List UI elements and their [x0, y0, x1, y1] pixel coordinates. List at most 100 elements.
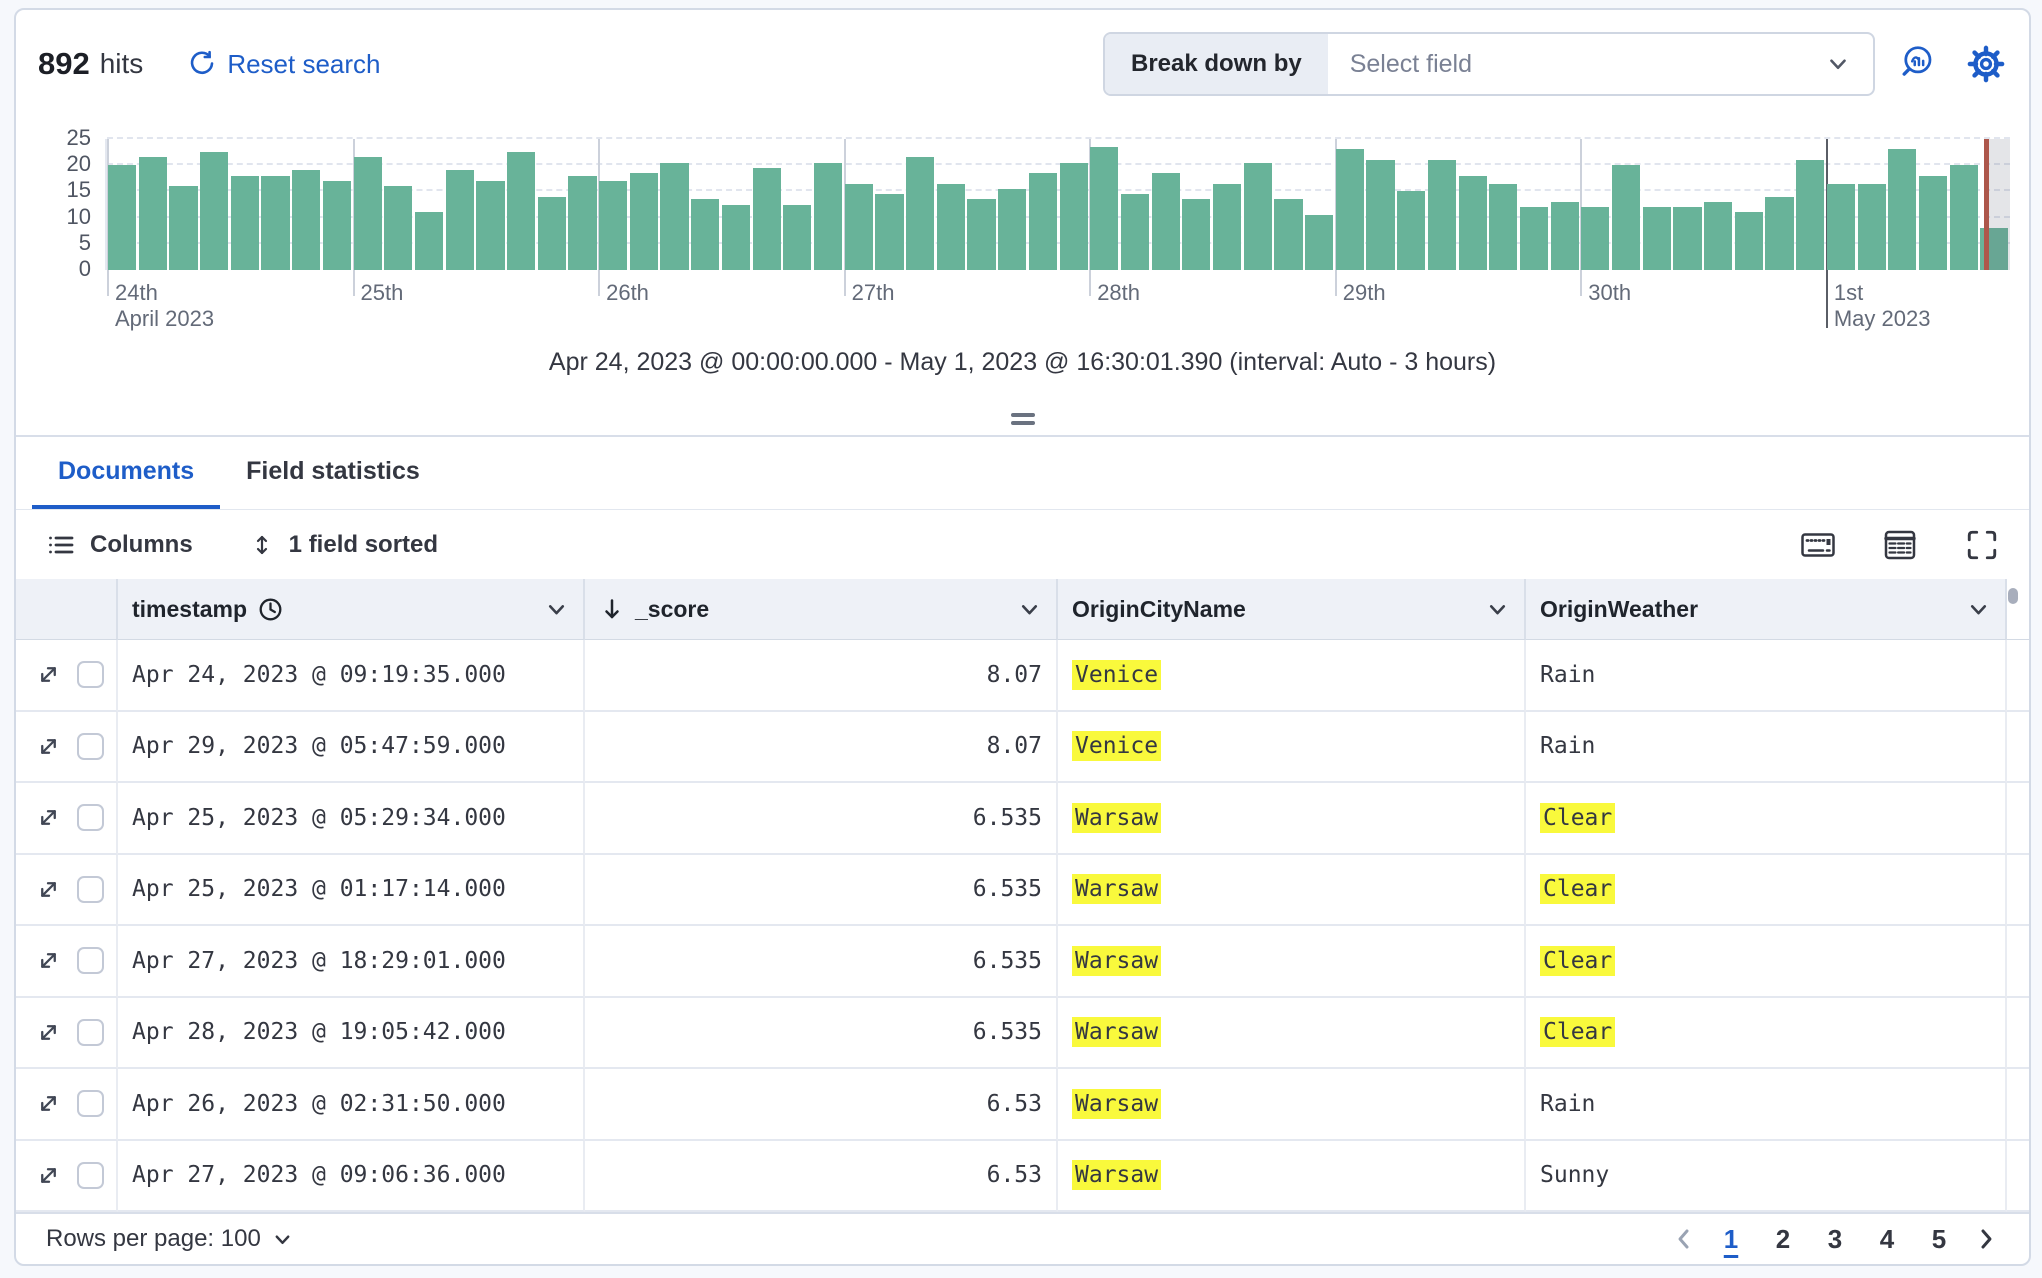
histogram-bar[interactable]: [1673, 207, 1702, 270]
histogram-bar[interactable]: [1427, 159, 1456, 270]
settings-button[interactable]: [1965, 43, 2007, 85]
histogram-bar[interactable]: [1182, 199, 1211, 270]
histogram-bar[interactable]: [138, 157, 167, 270]
histogram-bar[interactable]: [629, 173, 658, 270]
histogram-bar[interactable]: [353, 157, 382, 270]
keyboard-shortcuts-button[interactable]: [1797, 524, 1839, 566]
expand-row-icon[interactable]: [36, 877, 61, 902]
row-checkbox[interactable]: [77, 732, 104, 760]
expand-row-icon[interactable]: [36, 662, 61, 687]
histogram-bar[interactable]: [721, 204, 751, 270]
next-page-button[interactable]: [1971, 1224, 2001, 1254]
histogram-bar[interactable]: [1151, 173, 1180, 270]
histogram-bar[interactable]: [936, 183, 965, 270]
histogram-bar[interactable]: [1243, 162, 1272, 270]
histogram-bar[interactable]: [322, 180, 352, 270]
histogram-bar[interactable]: [1918, 175, 1948, 270]
row-checkbox[interactable]: [77, 661, 104, 689]
row-checkbox[interactable]: [77, 875, 104, 903]
page-number-4[interactable]: 4: [1879, 1223, 1895, 1254]
sorted-fields-button[interactable]: 1 field sorted: [249, 531, 438, 559]
histogram-bar[interactable]: [1028, 173, 1057, 270]
tab-field-statistics[interactable]: Field statistics: [246, 456, 420, 485]
histogram-bar[interactable]: [292, 170, 321, 270]
page-number-1[interactable]: 1: [1723, 1223, 1739, 1254]
histogram-bar[interactable]: [230, 175, 259, 270]
histogram-bar[interactable]: [1796, 159, 1825, 270]
histogram-bar[interactable]: [998, 188, 1027, 270]
histogram-bar[interactable]: [875, 194, 904, 270]
histogram-bar[interactable]: [476, 180, 505, 270]
histogram-bar[interactable]: [1550, 201, 1579, 270]
histogram-bar[interactable]: [414, 212, 444, 270]
previous-page-button[interactable]: [1669, 1224, 1699, 1254]
grid-header-score[interactable]: _score: [585, 579, 1058, 640]
row-checkbox[interactable]: [77, 1090, 104, 1118]
histogram-bar[interactable]: [1611, 165, 1641, 270]
chevron-down-icon[interactable]: [1966, 597, 1991, 622]
page-number-5[interactable]: 5: [1931, 1223, 1947, 1254]
grid-header-origin-weather[interactable]: OriginWeather: [1526, 579, 2007, 640]
histogram-bar[interactable]: [844, 183, 873, 270]
histogram-bar[interactable]: [752, 167, 781, 270]
chevron-down-icon[interactable]: [1017, 597, 1042, 622]
reset-search-link[interactable]: Reset search: [187, 49, 381, 80]
histogram-bar[interactable]: [813, 162, 843, 270]
histogram-bar[interactable]: [1489, 183, 1518, 270]
histogram-bar[interactable]: [691, 199, 720, 270]
expand-row-icon[interactable]: [36, 948, 61, 973]
histogram-bar[interactable]: [169, 186, 198, 270]
histogram-bar[interactable]: [1335, 149, 1364, 270]
histogram-bar[interactable]: [1857, 183, 1886, 270]
histogram-bar[interactable]: [1059, 162, 1088, 270]
histogram-bar[interactable]: [1212, 183, 1242, 270]
histogram-bar[interactable]: [200, 152, 229, 270]
rows-per-page-button[interactable]: Rows per page: 100: [46, 1225, 294, 1253]
grid-header-timestamp[interactable]: timestamp: [118, 579, 585, 640]
histogram-bar[interactable]: [1581, 207, 1610, 270]
expand-row-icon[interactable]: [36, 1163, 61, 1188]
histogram-bar[interactable]: [906, 157, 935, 270]
histogram-bar[interactable]: [1274, 199, 1303, 270]
histogram-bar[interactable]: [599, 180, 628, 270]
tab-documents[interactable]: Documents: [32, 437, 221, 509]
histogram-bar[interactable]: [1826, 183, 1856, 270]
histogram-bar[interactable]: [445, 170, 474, 270]
row-checkbox[interactable]: [77, 1018, 104, 1046]
histogram-bar[interactable]: [384, 186, 413, 270]
histogram-bar[interactable]: [1458, 175, 1487, 270]
histogram-bar[interactable]: [1765, 196, 1794, 270]
chevron-down-icon[interactable]: [1485, 597, 1510, 622]
chevron-down-icon[interactable]: [544, 597, 569, 622]
expand-row-icon[interactable]: [36, 1020, 61, 1045]
page-number-3[interactable]: 3: [1827, 1223, 1843, 1254]
histogram-bar[interactable]: [507, 152, 536, 270]
vertical-scrollbar-thumb[interactable]: [2008, 588, 2018, 604]
display-density-button[interactable]: [1879, 524, 1921, 566]
histogram-bar[interactable]: [1397, 191, 1426, 270]
histogram-bar[interactable]: [1888, 149, 1917, 270]
histogram-bar[interactable]: [967, 199, 996, 270]
histogram-bar[interactable]: [1704, 201, 1733, 270]
fullscreen-button[interactable]: [1961, 524, 2003, 566]
row-checkbox[interactable]: [77, 947, 104, 975]
break-down-by-select[interactable]: Select field: [1328, 34, 1873, 94]
page-number-2[interactable]: 2: [1775, 1223, 1791, 1254]
histogram-bar[interactable]: [1305, 214, 1334, 270]
expand-row-icon[interactable]: [36, 1091, 61, 1116]
histogram-bar[interactable]: [1090, 146, 1119, 270]
expand-row-icon[interactable]: [36, 734, 61, 759]
histogram-bar[interactable]: [1949, 165, 1978, 270]
columns-button[interactable]: Columns: [46, 531, 193, 559]
histogram-bar[interactable]: [537, 196, 566, 270]
edit-visualization-button[interactable]: [1899, 43, 1941, 85]
row-checkbox[interactable]: [77, 804, 104, 832]
histogram-bar[interactable]: [1642, 207, 1671, 270]
histogram-bar[interactable]: [1734, 212, 1763, 270]
histogram-bar[interactable]: [108, 165, 137, 270]
histogram-bar[interactable]: [783, 204, 812, 270]
histogram-bar[interactable]: [1519, 207, 1549, 270]
histogram-bar[interactable]: [1120, 194, 1150, 270]
histogram-bar[interactable]: [660, 162, 689, 270]
grid-header-origin-city[interactable]: OriginCityName: [1058, 579, 1526, 640]
